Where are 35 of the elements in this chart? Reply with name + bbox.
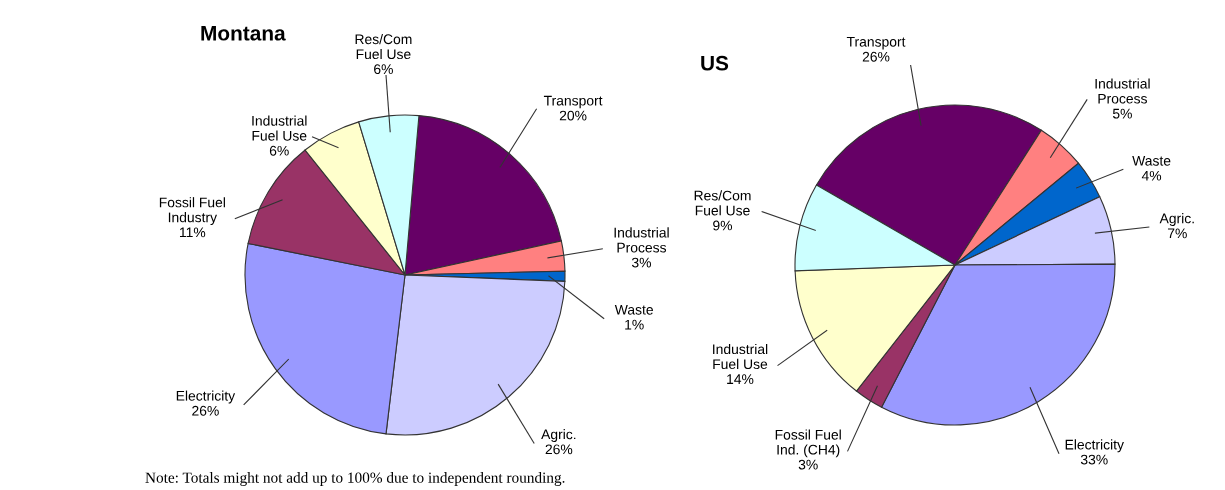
chart-title: Montana (201, 26, 286, 41)
slice-label: Res/Com Fuel Use (355, 33, 412, 60)
slice-label: Fossil Fuel Ind. (CH4) (775, 429, 841, 458)
slice-label: Agric. (541, 429, 576, 442)
data-label: 4% (1141, 170, 1162, 181)
slice-label: Waste (614, 304, 653, 315)
slice-label: Industrial Process (614, 227, 669, 253)
data-label: 20% (559, 110, 587, 121)
slice-label: Electricity (176, 390, 236, 404)
text: US (701, 55, 729, 71)
data-label: 3% (631, 257, 651, 268)
data-label: 1% (625, 319, 644, 330)
slice-label: Transport (846, 37, 906, 50)
data-label: 7% (1168, 228, 1187, 239)
data-label: 5% (1112, 108, 1132, 119)
data-label: 26% (545, 444, 573, 455)
slice-label: Industrial Fuel Use (713, 343, 768, 370)
slice-label: Industrial Fuel Use (252, 115, 307, 141)
slice-label: Waste (1132, 156, 1171, 166)
slice-label: Industrial Process (1095, 78, 1150, 104)
data-label: 33% (1080, 454, 1108, 465)
slice-label: Electricity (1065, 439, 1124, 453)
data-label: 9% (713, 220, 733, 231)
data-label: 26% (862, 51, 890, 62)
data-label: 11% (179, 227, 206, 238)
data-label: 26% (192, 405, 219, 416)
data-label: 6% (269, 145, 289, 156)
slice-label: Fossil Fuel Industry (159, 197, 225, 226)
slice-label: Transport (543, 95, 603, 109)
slice-label: Res/Com Fuel Use (694, 190, 751, 216)
data-label: 3% (798, 459, 818, 470)
data-label: 6% (374, 64, 393, 75)
text: Note: Totals might not add up to 100% due to independent rounding. (145, 472, 565, 486)
slice-label: Agric. (1159, 213, 1194, 227)
data-label: 14% (727, 374, 754, 384)
